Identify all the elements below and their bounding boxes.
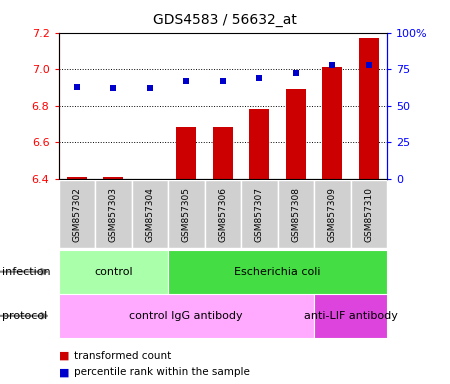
Text: GDS4583 / 56632_at: GDS4583 / 56632_at xyxy=(153,13,297,27)
Bar xyxy=(359,38,379,179)
Text: Escherichia coli: Escherichia coli xyxy=(234,266,321,277)
Bar xyxy=(278,180,314,248)
Bar xyxy=(58,294,314,338)
Text: ■: ■ xyxy=(58,351,69,361)
Text: GSM857305: GSM857305 xyxy=(182,187,191,242)
Bar xyxy=(314,294,387,338)
Text: GSM857307: GSM857307 xyxy=(255,187,264,242)
Text: control IgG antibody: control IgG antibody xyxy=(130,311,243,321)
Bar xyxy=(322,67,342,179)
Text: GSM857309: GSM857309 xyxy=(328,187,337,242)
Bar xyxy=(314,180,351,248)
Bar xyxy=(67,177,87,179)
Bar xyxy=(286,89,306,179)
Bar xyxy=(103,177,123,179)
Text: GSM857310: GSM857310 xyxy=(364,187,373,242)
Text: infection: infection xyxy=(2,266,51,277)
Bar xyxy=(58,250,168,294)
Bar xyxy=(249,109,269,179)
Bar xyxy=(95,180,131,248)
Bar xyxy=(241,180,278,248)
Text: control: control xyxy=(94,266,133,277)
Text: GSM857304: GSM857304 xyxy=(145,187,154,242)
Bar xyxy=(204,180,241,248)
Text: GSM857308: GSM857308 xyxy=(291,187,300,242)
Bar xyxy=(131,180,168,248)
Text: GSM857303: GSM857303 xyxy=(109,187,118,242)
Text: ■: ■ xyxy=(58,367,69,377)
Bar xyxy=(168,180,204,248)
Text: GSM857302: GSM857302 xyxy=(72,187,81,242)
Text: percentile rank within the sample: percentile rank within the sample xyxy=(74,367,250,377)
Bar xyxy=(351,180,387,248)
Text: protocol: protocol xyxy=(2,311,48,321)
Text: GSM857306: GSM857306 xyxy=(218,187,227,242)
Bar xyxy=(176,127,196,179)
Text: anti-LIF antibody: anti-LIF antibody xyxy=(304,311,397,321)
Bar xyxy=(213,127,233,179)
Text: transformed count: transformed count xyxy=(74,351,171,361)
Bar xyxy=(168,250,387,294)
Bar xyxy=(58,180,95,248)
